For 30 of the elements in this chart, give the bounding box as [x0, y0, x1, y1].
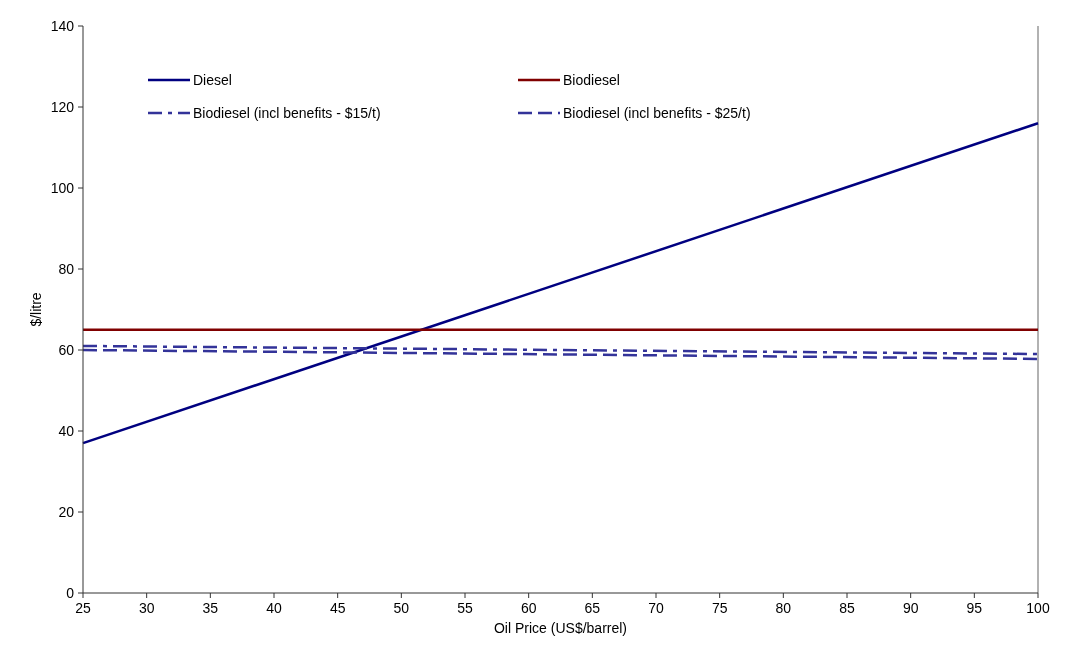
legend-label: Diesel	[193, 71, 232, 88]
x-tick-label: 45	[329, 600, 346, 616]
x-tick-label: 55	[457, 600, 473, 616]
x-tick-label: 90	[902, 600, 919, 616]
y-tick-label: 60	[58, 341, 75, 358]
x-tick-label: 65	[584, 600, 601, 616]
y-tick-label: 40	[58, 422, 75, 439]
x-tick-label: 30	[138, 600, 155, 616]
y-tick-label: 20	[58, 503, 75, 520]
x-tick-label: 95	[966, 600, 983, 616]
x-tick-label: 50	[393, 600, 410, 616]
x-tick-label: 25	[75, 600, 91, 616]
y-tick-label: 120	[50, 98, 75, 115]
y-tick-label: 0	[66, 584, 75, 601]
x-tick-label: 60	[520, 600, 537, 616]
y-tick-label: 80	[58, 260, 75, 277]
y-axis-title: $/litre	[28, 292, 44, 327]
legend-label: Biodiesel (incl benefits - $25/t)	[563, 104, 751, 121]
y-tick-label: 140	[50, 17, 75, 34]
legend-label: Biodiesel	[563, 71, 620, 88]
y-tick-label: 100	[50, 179, 75, 196]
x-tick-label: 35	[202, 600, 219, 616]
x-tick-label: 85	[839, 600, 855, 616]
x-tick-label: 40	[266, 600, 282, 616]
x-axis-title: Oil Price (US$/barrel)	[493, 620, 628, 636]
x-tick-label: 70	[648, 600, 664, 616]
x-tick-label: 80	[775, 600, 792, 616]
x-tick-label: 100	[1026, 600, 1050, 616]
x-tick-label: 75	[711, 600, 728, 616]
legend-label: Biodiesel (incl benefits - $15/t)	[193, 104, 381, 121]
